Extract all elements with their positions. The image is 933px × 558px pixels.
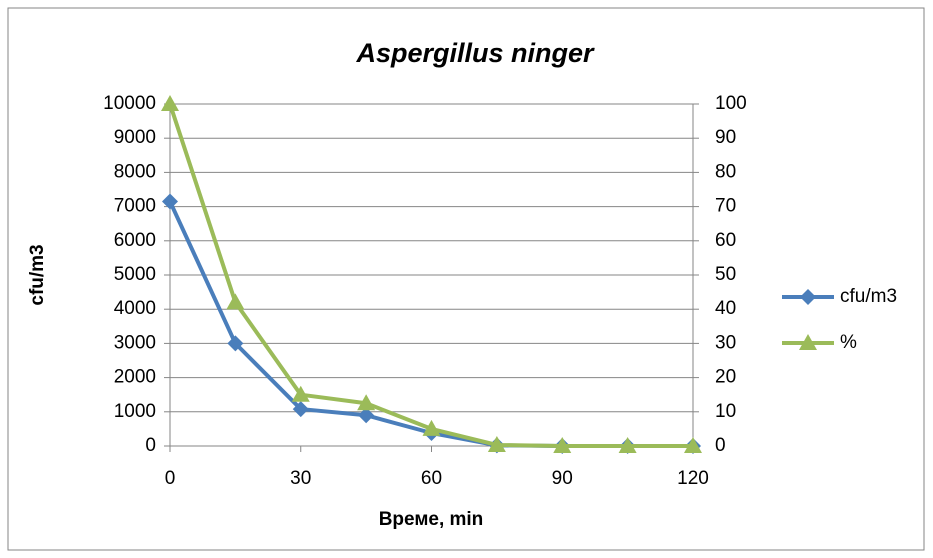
marker <box>357 394 376 411</box>
y-tick-label: 10000 <box>103 93 156 114</box>
y-tick-label: 0 <box>145 435 156 456</box>
y2-tick-label: 100 <box>715 93 747 114</box>
y-tick-label: 6000 <box>114 230 156 251</box>
marker <box>227 335 244 352</box>
y2-tick-label: 70 <box>715 196 736 217</box>
marker <box>162 193 178 210</box>
marker <box>358 407 375 424</box>
y2-tick-label: 0 <box>715 435 726 456</box>
marker <box>422 419 441 436</box>
marker <box>291 385 310 402</box>
y-tick-label: 8000 <box>114 161 156 182</box>
marker <box>292 401 309 418</box>
marker <box>553 437 572 453</box>
y-tick-label: 4000 <box>114 298 156 319</box>
marker <box>161 95 179 111</box>
x-axis-title: Време, min <box>379 509 484 530</box>
y-tick-label: 9000 <box>114 127 156 148</box>
x-tick-label: 60 <box>421 468 442 489</box>
y2-tick-label: 50 <box>715 264 736 285</box>
y2-tick-label: 40 <box>715 298 736 319</box>
marker <box>226 293 245 310</box>
chart-title: Aspergillus ninger <box>355 38 595 68</box>
marker <box>800 289 816 305</box>
x-tick-label: 0 <box>165 468 176 489</box>
y-tick-label: 3000 <box>114 332 156 353</box>
y-tick-label: 2000 <box>114 367 156 388</box>
y2-tick-label: 60 <box>715 230 736 251</box>
y-tick-label: 1000 <box>114 401 156 422</box>
y2-tick-label: 10 <box>715 401 736 422</box>
x-tick-label: 90 <box>552 468 573 489</box>
y2-tick-label: 30 <box>715 332 736 353</box>
chart-frame <box>7 7 925 551</box>
marker <box>618 437 637 453</box>
y2-tick-label: 90 <box>715 127 736 148</box>
legend-label: % <box>840 332 857 353</box>
y-axis-title: cfu/m3 <box>27 244 48 305</box>
marker <box>487 435 506 452</box>
x-tick-label: 120 <box>677 468 709 489</box>
y-tick-label: 5000 <box>114 264 156 285</box>
legend-label: cfu/m3 <box>840 286 897 307</box>
y2-tick-label: 20 <box>715 367 736 388</box>
y2-tick-label: 80 <box>715 161 736 182</box>
marker <box>684 437 702 453</box>
y-tick-label: 7000 <box>114 196 156 217</box>
x-tick-label: 30 <box>290 468 311 489</box>
marker <box>799 334 817 350</box>
